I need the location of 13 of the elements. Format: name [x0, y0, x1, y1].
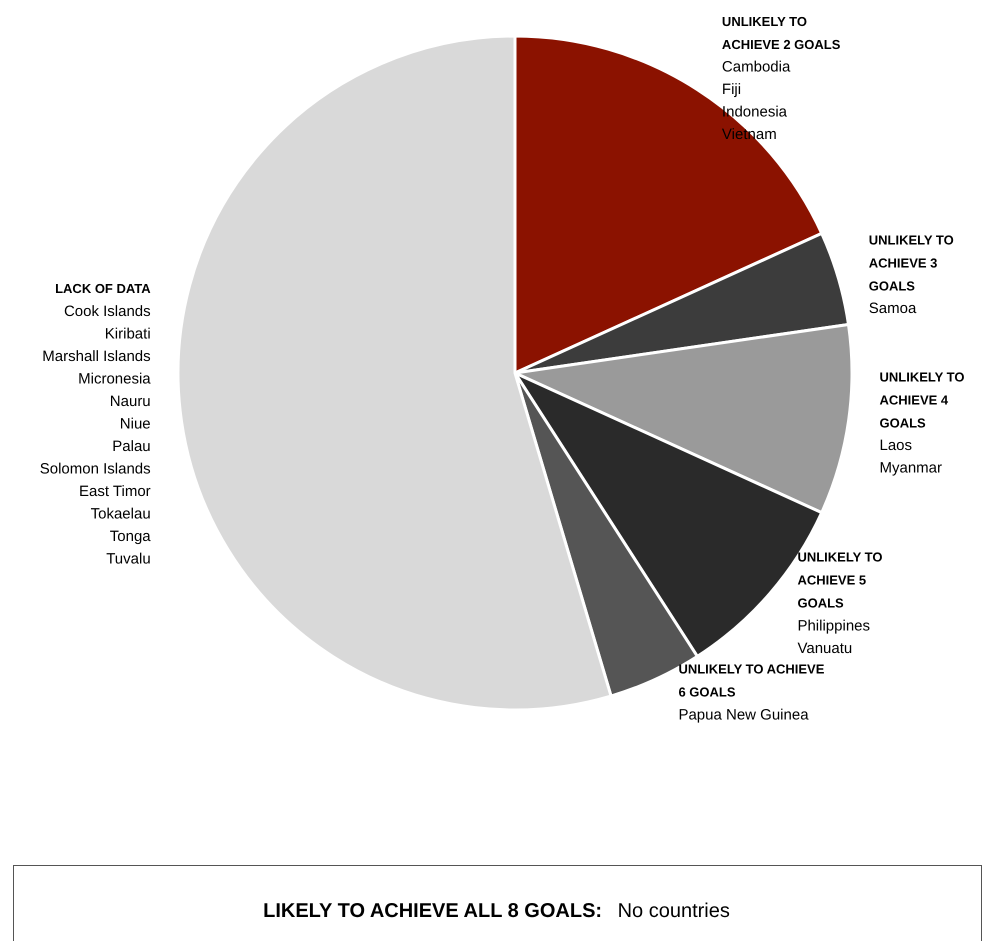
text: Cook Islands Kiribati Marshall Islands Micronesia Nauru Niue Palau Solomon Islands East Timor Tokaelau Tonga Tuvalu [40, 302, 151, 568]
slice-label: UNLIKELY TO ACHIEVE 4 GOALS [880, 369, 965, 430]
text: No countries [618, 900, 730, 922]
slice-label: UNLIKELY TO ACHIEVE 6 GOALS [678, 662, 825, 700]
slice-label: UNLIKELY TO ACHIEVE 2 GOALS [722, 14, 841, 52]
text: Papua New Guinea [678, 706, 809, 724]
slice-label: LACK OF DATA [55, 281, 152, 296]
text: Philippines Vanuatu [797, 617, 870, 657]
text: Laos Myanmar [880, 437, 942, 477]
text: Samoa [868, 300, 916, 318]
slice-label: UNLIKELY TO ACHIEVE 5 GOALS [797, 550, 882, 611]
slice-label: UNLIKELY TO ACHIEVE 3 GOALS [868, 232, 954, 294]
text: LIKELY TO ACHIEVE ALL 8 GOALS: [263, 900, 602, 922]
